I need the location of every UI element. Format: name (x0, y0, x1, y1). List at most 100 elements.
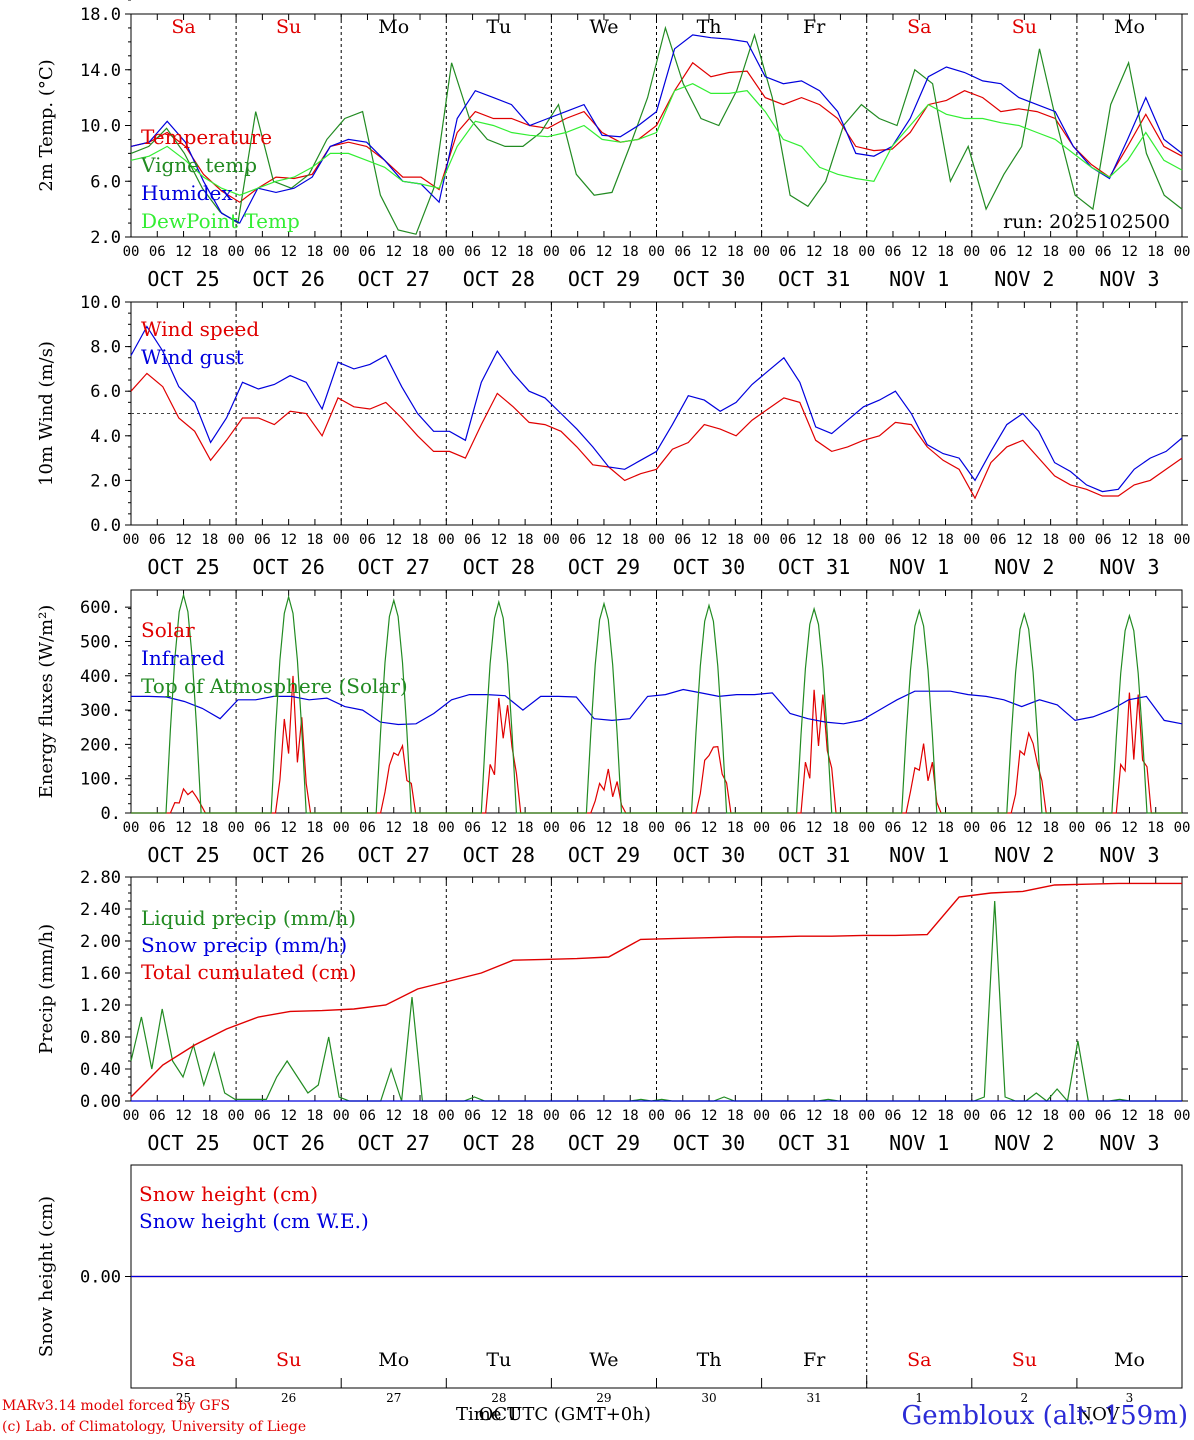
hour-label: 00 (123, 820, 140, 836)
date-label: NOV 1 (889, 1131, 949, 1155)
hour-label: 12 (806, 1108, 823, 1124)
hour-label: 06 (149, 1108, 166, 1124)
hour-label: 06 (254, 1108, 271, 1124)
hour-label: 12 (701, 820, 718, 836)
hour-label: 18 (201, 1108, 218, 1124)
hour-label: 00 (648, 820, 665, 836)
date-label: NOV 2 (994, 267, 1054, 291)
lab-credit: (c) Lab. of Climatology, University of L… (2, 1419, 307, 1435)
hour-label: 12 (911, 820, 928, 836)
hour-label: 00 (963, 532, 980, 548)
location-label: Gembloux (alt. 159m) (901, 1401, 1188, 1431)
hour-label: 18 (201, 532, 218, 548)
hour-label: 06 (1095, 532, 1112, 548)
hour-label: 00 (648, 1108, 665, 1124)
date-label: OCT 31 (778, 843, 850, 867)
hour-label: 18 (832, 820, 849, 836)
hour-label: 18 (832, 1108, 849, 1124)
hour-label: 06 (569, 244, 586, 260)
panel-wind (125, 301, 1188, 526)
date-label: OCT 29 (568, 843, 640, 867)
date-label: OCT 31 (778, 267, 850, 291)
time-axis-label: Time UTC (GMT+0h) (456, 1404, 651, 1425)
hour-label: 18 (201, 244, 218, 260)
legend-temp-2: Humidex (141, 181, 233, 205)
hour-label: 18 (306, 820, 323, 836)
hour-label: 18 (622, 1108, 639, 1124)
hour-label: 18 (412, 244, 429, 260)
hour-label: 12 (701, 244, 718, 260)
date-label: OCT 28 (463, 555, 535, 579)
hour-label: 06 (779, 820, 796, 836)
hour-label: 06 (674, 532, 691, 548)
date-label: OCT 27 (358, 555, 430, 579)
hour-label: 18 (622, 820, 639, 836)
hour-label: 12 (1121, 532, 1138, 548)
hour-label: 18 (622, 532, 639, 548)
y-tick-label: 0.40 (80, 1060, 121, 1080)
hour-label: 18 (412, 1108, 429, 1124)
y-tick-label: 6.0 (90, 382, 121, 402)
hour-label: 00 (333, 1108, 350, 1124)
y-tick-label: 0.00 (80, 1092, 121, 1112)
hour-label: 18 (1042, 1108, 1059, 1124)
hour-label: 00 (858, 1108, 875, 1124)
month-label: NOV (1076, 1404, 1120, 1425)
y-tick-label: 200. (80, 735, 121, 755)
legend-temp-1: Vigne temp (140, 153, 257, 177)
date-label: OCT 28 (463, 267, 535, 291)
y-tick-label: 2.80 (80, 868, 121, 888)
y-tick-label: 2.0 (90, 471, 121, 491)
hour-label: 12 (596, 244, 613, 260)
legend-wind-1: Wind gust (141, 345, 244, 369)
hour-label: 06 (885, 244, 902, 260)
weekday-label: Sa (907, 1349, 931, 1371)
hour-label: 12 (701, 1108, 718, 1124)
hour-label: 00 (1068, 532, 1085, 548)
hour-label: 18 (412, 820, 429, 836)
panel-precip (125, 876, 1188, 1103)
date-label: NOV 1 (889, 843, 949, 867)
hour-label: 12 (385, 820, 402, 836)
y-axis-label: Energy fluxes (W/m²) (36, 605, 57, 799)
date-label: OCT 29 (568, 555, 640, 579)
hour-label: 00 (1174, 820, 1191, 836)
weekday-label: Su (1012, 1349, 1037, 1371)
day-number: 29 (596, 1391, 611, 1405)
hour-label: 00 (1068, 820, 1085, 836)
date-label: OCT 30 (673, 555, 745, 579)
legend-precip-1: Snow precip (mm/h) (141, 933, 347, 957)
hour-label: 06 (254, 532, 271, 548)
y-axis-label: Precip (mm/h) (36, 924, 57, 1054)
hour-label: 06 (359, 244, 376, 260)
hour-label: 06 (464, 1108, 481, 1124)
y-tick-label: 18.0 (80, 5, 121, 25)
weekday-label: Mo (1114, 1349, 1145, 1371)
hour-label: 06 (779, 244, 796, 260)
hour-label: 12 (280, 244, 297, 260)
date-label: OCT 26 (253, 555, 325, 579)
y-tick-label: 2.40 (80, 900, 121, 920)
date-label: OCT 30 (673, 267, 745, 291)
hour-label: 18 (306, 244, 323, 260)
panel-energy (125, 589, 1188, 814)
hour-label: 18 (412, 532, 429, 548)
weekday-label: Mo (378, 16, 409, 38)
series-line-wind-0 (130, 372, 1183, 500)
hour-label: 00 (858, 532, 875, 548)
hour-label: 18 (201, 820, 218, 836)
series-line-wind-1 (130, 325, 1183, 493)
hour-label: 18 (1042, 244, 1059, 260)
legend-temp-0: Temperature (141, 125, 272, 149)
hour-label: 12 (596, 532, 613, 548)
legend-snow-1: Snow height (cm W.E.) (139, 1209, 369, 1233)
day-number: 3 (1126, 1391, 1134, 1405)
hour-label: 00 (123, 532, 140, 548)
hour-label: 12 (490, 820, 507, 836)
hour-label: 12 (385, 244, 402, 260)
hour-label: 12 (490, 532, 507, 548)
hour-label: 18 (1147, 1108, 1164, 1124)
hour-label: 12 (1016, 1108, 1033, 1124)
hour-label: 12 (806, 820, 823, 836)
